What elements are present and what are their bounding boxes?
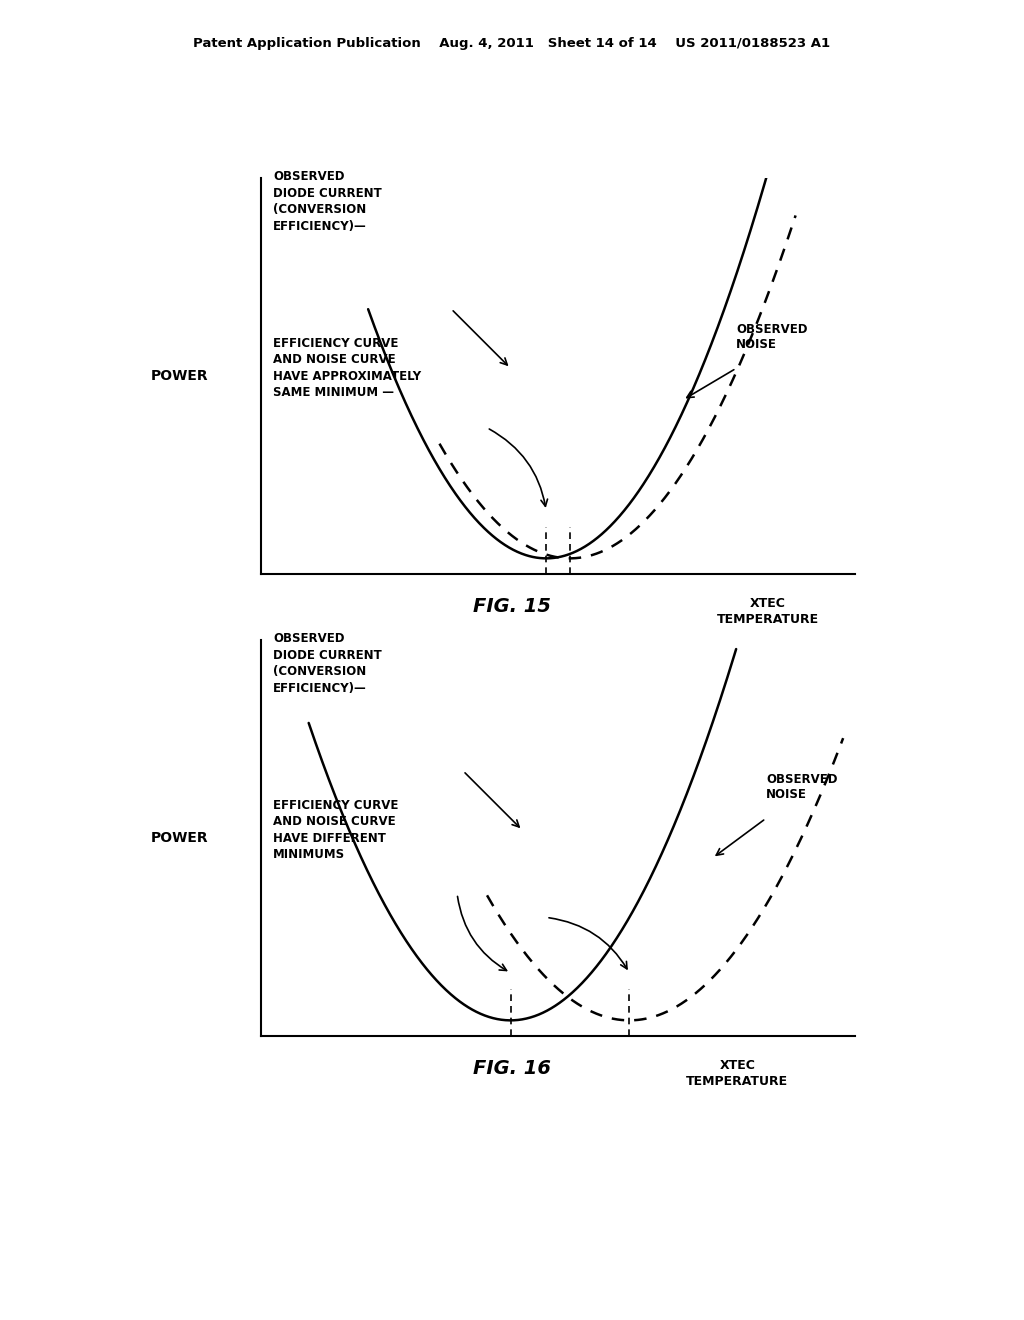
- Text: POWER: POWER: [151, 370, 208, 383]
- Text: EFFICIENCY CURVE
AND NOISE CURVE
HAVE APPROXIMATELY
SAME MINIMUM —: EFFICIENCY CURVE AND NOISE CURVE HAVE AP…: [273, 337, 421, 399]
- Text: FIG. 16: FIG. 16: [473, 1059, 551, 1077]
- Text: FIG. 15: FIG. 15: [473, 597, 551, 615]
- Text: OBSERVED
DIODE CURRENT
(CONVERSION
EFFICIENCY)—: OBSERVED DIODE CURRENT (CONVERSION EFFIC…: [273, 170, 382, 232]
- Text: OBSERVED
DIODE CURRENT
(CONVERSION
EFFICIENCY)—: OBSERVED DIODE CURRENT (CONVERSION EFFIC…: [273, 632, 382, 694]
- Text: EFFICIENCY CURVE
AND NOISE CURVE
HAVE DIFFERENT
MINIMUMS: EFFICIENCY CURVE AND NOISE CURVE HAVE DI…: [273, 799, 398, 861]
- Text: XTEC
TEMPERATURE: XTEC TEMPERATURE: [686, 1059, 788, 1088]
- Text: Patent Application Publication    Aug. 4, 2011   Sheet 14 of 14    US 2011/01885: Patent Application Publication Aug. 4, 2…: [194, 37, 830, 50]
- Text: POWER: POWER: [151, 832, 208, 845]
- Text: XTEC
TEMPERATURE: XTEC TEMPERATURE: [717, 597, 819, 626]
- Text: OBSERVED
NOISE: OBSERVED NOISE: [766, 772, 838, 801]
- Text: OBSERVED
NOISE: OBSERVED NOISE: [736, 322, 808, 351]
